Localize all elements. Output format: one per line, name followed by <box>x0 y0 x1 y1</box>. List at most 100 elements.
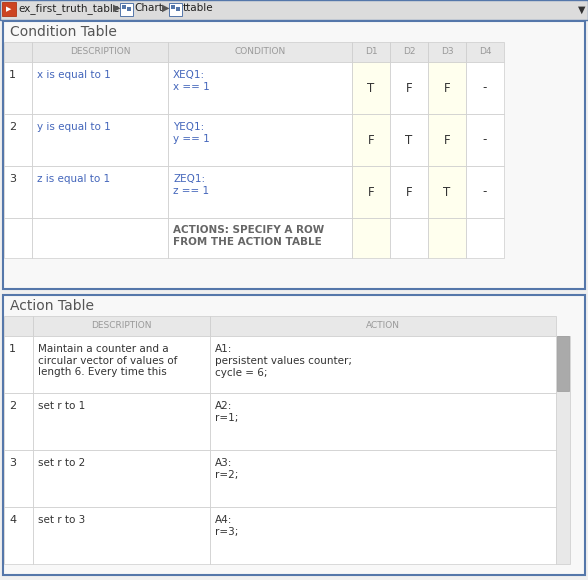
Bar <box>466 62 504 114</box>
Bar <box>390 114 428 166</box>
Text: 1: 1 <box>9 70 16 80</box>
Bar <box>168 114 352 166</box>
Bar <box>3 21 585 289</box>
Bar <box>33 393 210 450</box>
Bar <box>428 62 466 114</box>
Text: persistent values counter;: persistent values counter; <box>215 356 352 366</box>
Bar <box>33 336 210 393</box>
Bar <box>352 166 390 218</box>
Text: r=1;: r=1; <box>215 413 238 423</box>
Bar <box>352 218 390 258</box>
Bar <box>466 166 504 218</box>
Text: y == 1: y == 1 <box>173 134 210 144</box>
Text: F: F <box>444 133 450 147</box>
Text: D4: D4 <box>479 48 491 56</box>
Text: Action Table: Action Table <box>10 299 94 313</box>
Text: Maintain a counter and a
circular vector of values of
length 6. Every time this: Maintain a counter and a circular vector… <box>38 344 178 377</box>
Bar <box>168 62 352 114</box>
Text: T: T <box>405 133 413 147</box>
Bar <box>557 336 569 391</box>
Bar <box>32 42 168 62</box>
Text: D1: D1 <box>365 48 377 56</box>
Bar <box>2 2 16 16</box>
Bar <box>4 393 33 450</box>
Bar <box>466 114 504 166</box>
Text: 2: 2 <box>9 401 16 411</box>
Bar <box>32 62 168 114</box>
Bar <box>168 42 352 62</box>
Text: ▼: ▼ <box>577 5 585 15</box>
Bar <box>33 316 210 336</box>
Bar <box>168 166 352 218</box>
Text: ttable: ttable <box>183 3 213 13</box>
Bar <box>4 336 33 393</box>
Bar <box>210 316 556 336</box>
Text: T: T <box>443 186 450 198</box>
Bar <box>33 507 210 564</box>
Text: F: F <box>406 82 412 95</box>
Text: r=2;: r=2; <box>215 470 238 480</box>
Bar <box>4 218 32 258</box>
Bar <box>428 166 466 218</box>
Bar <box>4 316 33 336</box>
Text: DESCRIPTION: DESCRIPTION <box>70 48 131 56</box>
Text: F: F <box>368 186 375 198</box>
Text: ▶: ▶ <box>6 6 12 12</box>
Bar <box>352 42 390 62</box>
Text: F: F <box>368 133 375 147</box>
Text: Condition Table: Condition Table <box>10 25 117 39</box>
Text: ACTION: ACTION <box>366 321 400 331</box>
Text: CONDITION: CONDITION <box>235 48 286 56</box>
Bar <box>169 3 182 16</box>
Bar <box>390 62 428 114</box>
Bar <box>466 218 504 258</box>
Text: -: - <box>483 82 487 95</box>
Bar <box>428 42 466 62</box>
Bar <box>428 218 466 258</box>
Bar <box>171 5 175 9</box>
Bar <box>4 507 33 564</box>
Bar <box>352 114 390 166</box>
Text: Chart: Chart <box>134 3 163 13</box>
Text: ACTIONS: SPECIFY A ROW
FROM THE ACTION TABLE: ACTIONS: SPECIFY A ROW FROM THE ACTION T… <box>173 225 324 246</box>
Text: z == 1: z == 1 <box>173 186 209 196</box>
Bar <box>127 7 131 11</box>
Bar <box>390 166 428 218</box>
Bar <box>3 295 585 575</box>
Text: set r to 3: set r to 3 <box>38 515 85 525</box>
Text: D2: D2 <box>403 48 415 56</box>
Bar <box>390 218 428 258</box>
Text: A1:: A1: <box>215 344 232 354</box>
Text: set r to 1: set r to 1 <box>38 401 85 411</box>
Bar <box>4 450 33 507</box>
Bar <box>556 336 570 564</box>
Bar <box>210 336 556 393</box>
Text: A2:: A2: <box>215 401 232 411</box>
Text: DESCRIPTION: DESCRIPTION <box>91 321 152 331</box>
Text: ex_first_truth_table: ex_first_truth_table <box>18 3 119 14</box>
Text: F: F <box>406 186 412 198</box>
Text: 3: 3 <box>9 174 16 184</box>
Bar <box>0 0 588 20</box>
Text: 3: 3 <box>9 458 16 468</box>
Text: YEQ1:: YEQ1: <box>173 122 204 132</box>
Text: ZEQ1:: ZEQ1: <box>173 174 205 184</box>
Bar <box>352 62 390 114</box>
Text: 4: 4 <box>9 515 16 525</box>
Bar <box>122 5 126 9</box>
Bar <box>176 7 180 11</box>
Text: F: F <box>444 82 450 95</box>
Text: y is equal to 1: y is equal to 1 <box>37 122 111 132</box>
Bar <box>210 450 556 507</box>
Text: XEQ1:: XEQ1: <box>173 70 205 80</box>
Text: ▶: ▶ <box>113 3 121 13</box>
Bar <box>4 166 32 218</box>
Bar <box>4 62 32 114</box>
Text: 2: 2 <box>9 122 16 132</box>
Text: z is equal to 1: z is equal to 1 <box>37 174 110 184</box>
Text: ▶: ▶ <box>162 3 169 13</box>
Bar <box>4 42 32 62</box>
Bar <box>428 114 466 166</box>
Bar <box>210 393 556 450</box>
Bar <box>466 42 504 62</box>
